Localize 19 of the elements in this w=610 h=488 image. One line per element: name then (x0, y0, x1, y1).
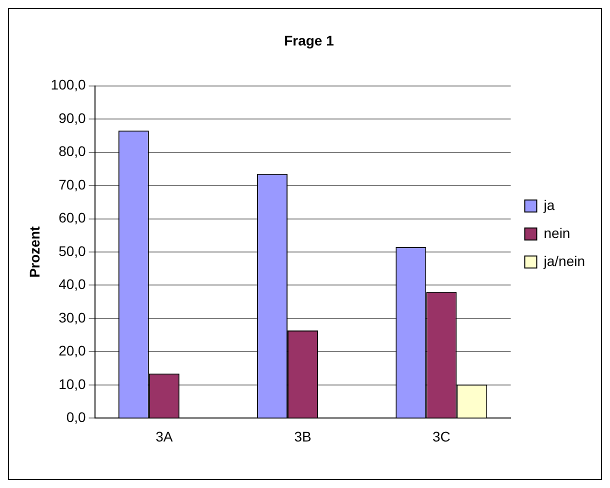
y-tick-label: 60,0 (58, 210, 86, 226)
y-tick-label: 80,0 (58, 143, 86, 160)
x-tick-label: 3C (432, 428, 450, 444)
legend-label: ja/nein (542, 252, 586, 269)
y-tick-label: 100,0 (50, 76, 86, 93)
x-tick-label: 3A (156, 428, 174, 444)
y-tick-label: 50,0 (58, 242, 86, 259)
y-axis-title: Prozent (26, 226, 42, 278)
y-tick-label: 70,0 (58, 176, 86, 192)
y-tick-label: 30,0 (58, 309, 86, 326)
y-tick-label: 20,0 (58, 342, 86, 359)
legend-label: ja (542, 196, 555, 213)
chart-title: Frage 1 (284, 32, 334, 48)
y-tick-label: 40,0 (58, 276, 86, 292)
y-tick-label: 90,0 (58, 110, 86, 126)
y-tick-label: 10,0 (58, 376, 86, 392)
x-tick-label: 3B (294, 428, 312, 444)
y-tick-label: 0,0 (66, 409, 86, 426)
legend-label: nein (544, 224, 570, 241)
